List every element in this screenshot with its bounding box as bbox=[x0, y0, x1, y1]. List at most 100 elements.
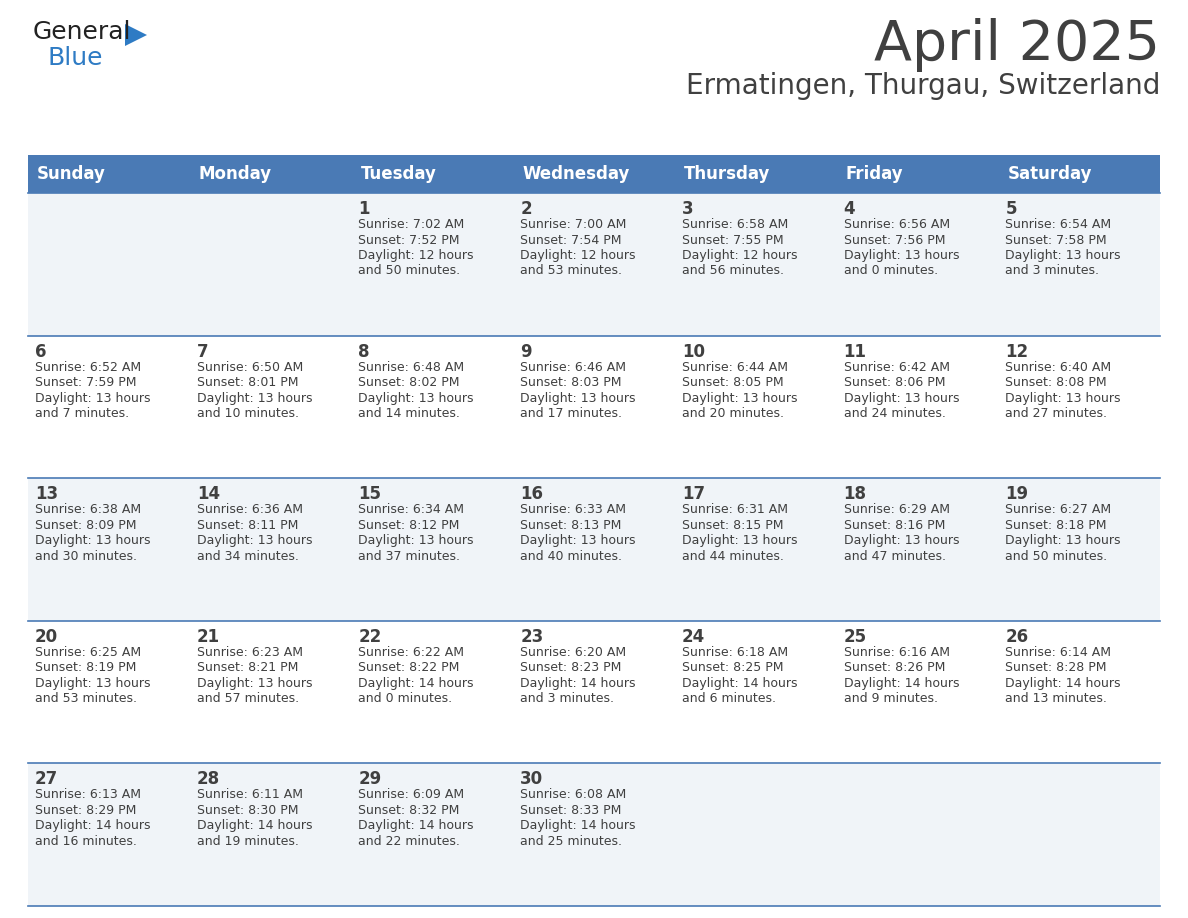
Text: and 56 minutes.: and 56 minutes. bbox=[682, 264, 784, 277]
Bar bbox=[29, 336, 1159, 478]
Text: Daylight: 14 hours: Daylight: 14 hours bbox=[682, 677, 797, 689]
Text: Sunrise: 6:56 AM: Sunrise: 6:56 AM bbox=[843, 218, 949, 231]
Text: Daylight: 13 hours: Daylight: 13 hours bbox=[197, 677, 312, 689]
Bar bbox=[29, 621, 1159, 764]
Text: Sunset: 8:32 PM: Sunset: 8:32 PM bbox=[359, 804, 460, 817]
Text: and 50 minutes.: and 50 minutes. bbox=[359, 264, 461, 277]
Text: and 3 minutes.: and 3 minutes. bbox=[520, 692, 614, 705]
Text: Sunrise: 6:08 AM: Sunrise: 6:08 AM bbox=[520, 789, 626, 801]
Text: Friday: Friday bbox=[846, 165, 903, 183]
Text: and 50 minutes.: and 50 minutes. bbox=[1005, 550, 1107, 563]
Text: Daylight: 13 hours: Daylight: 13 hours bbox=[1005, 249, 1120, 262]
Text: Sunrise: 6:27 AM: Sunrise: 6:27 AM bbox=[1005, 503, 1112, 516]
Text: 21: 21 bbox=[197, 628, 220, 645]
Text: Sunset: 8:21 PM: Sunset: 8:21 PM bbox=[197, 661, 298, 675]
Text: and 13 minutes.: and 13 minutes. bbox=[1005, 692, 1107, 705]
Text: Sunset: 8:08 PM: Sunset: 8:08 PM bbox=[1005, 376, 1107, 389]
Text: Sunset: 8:13 PM: Sunset: 8:13 PM bbox=[520, 519, 621, 532]
Text: Sunrise: 6:11 AM: Sunrise: 6:11 AM bbox=[197, 789, 303, 801]
Text: Daylight: 13 hours: Daylight: 13 hours bbox=[520, 392, 636, 405]
Text: and 24 minutes.: and 24 minutes. bbox=[843, 407, 946, 420]
Text: Sunset: 8:25 PM: Sunset: 8:25 PM bbox=[682, 661, 783, 675]
Text: Daylight: 14 hours: Daylight: 14 hours bbox=[359, 820, 474, 833]
Text: Daylight: 13 hours: Daylight: 13 hours bbox=[843, 534, 959, 547]
Text: 1: 1 bbox=[359, 200, 369, 218]
Text: and 7 minutes.: and 7 minutes. bbox=[34, 407, 129, 420]
Text: 8: 8 bbox=[359, 342, 369, 361]
Text: 24: 24 bbox=[682, 628, 706, 645]
Text: Daylight: 13 hours: Daylight: 13 hours bbox=[34, 392, 151, 405]
Text: Sunset: 7:56 PM: Sunset: 7:56 PM bbox=[843, 233, 946, 247]
Text: Sunrise: 6:20 AM: Sunrise: 6:20 AM bbox=[520, 645, 626, 659]
Text: Sunrise: 6:14 AM: Sunrise: 6:14 AM bbox=[1005, 645, 1111, 659]
Bar bbox=[29, 155, 190, 193]
Text: Sunset: 8:26 PM: Sunset: 8:26 PM bbox=[843, 661, 944, 675]
Text: 18: 18 bbox=[843, 486, 866, 503]
Text: Daylight: 13 hours: Daylight: 13 hours bbox=[682, 392, 797, 405]
Text: 28: 28 bbox=[197, 770, 220, 789]
Text: 29: 29 bbox=[359, 770, 381, 789]
Text: 23: 23 bbox=[520, 628, 543, 645]
Text: Sunset: 8:12 PM: Sunset: 8:12 PM bbox=[359, 519, 460, 532]
Text: Daylight: 13 hours: Daylight: 13 hours bbox=[682, 534, 797, 547]
Text: Wednesday: Wednesday bbox=[523, 165, 630, 183]
Text: Daylight: 13 hours: Daylight: 13 hours bbox=[197, 392, 312, 405]
Text: Daylight: 12 hours: Daylight: 12 hours bbox=[682, 249, 797, 262]
Text: 12: 12 bbox=[1005, 342, 1029, 361]
Text: 22: 22 bbox=[359, 628, 381, 645]
Text: Daylight: 13 hours: Daylight: 13 hours bbox=[1005, 392, 1120, 405]
Text: Daylight: 13 hours: Daylight: 13 hours bbox=[359, 534, 474, 547]
Text: Sunrise: 6:33 AM: Sunrise: 6:33 AM bbox=[520, 503, 626, 516]
Bar bbox=[513, 155, 675, 193]
Text: Daylight: 14 hours: Daylight: 14 hours bbox=[197, 820, 312, 833]
Bar bbox=[29, 193, 1159, 336]
Text: Sunset: 8:18 PM: Sunset: 8:18 PM bbox=[1005, 519, 1107, 532]
Text: Sunrise: 6:38 AM: Sunrise: 6:38 AM bbox=[34, 503, 141, 516]
Text: and 37 minutes.: and 37 minutes. bbox=[359, 550, 461, 563]
Text: Sunset: 7:54 PM: Sunset: 7:54 PM bbox=[520, 233, 621, 247]
Text: and 14 minutes.: and 14 minutes. bbox=[359, 407, 460, 420]
Text: Sunset: 8:16 PM: Sunset: 8:16 PM bbox=[843, 519, 944, 532]
Text: Daylight: 13 hours: Daylight: 13 hours bbox=[197, 534, 312, 547]
Bar bbox=[998, 155, 1159, 193]
Bar bbox=[675, 155, 836, 193]
Text: Sunrise: 6:36 AM: Sunrise: 6:36 AM bbox=[197, 503, 303, 516]
Text: and 53 minutes.: and 53 minutes. bbox=[520, 264, 623, 277]
Text: Sunset: 8:29 PM: Sunset: 8:29 PM bbox=[34, 804, 137, 817]
Text: Sunset: 8:33 PM: Sunset: 8:33 PM bbox=[520, 804, 621, 817]
Text: 27: 27 bbox=[34, 770, 58, 789]
Text: Sunrise: 6:42 AM: Sunrise: 6:42 AM bbox=[843, 361, 949, 374]
Text: and 53 minutes.: and 53 minutes. bbox=[34, 692, 137, 705]
Text: Sunset: 8:11 PM: Sunset: 8:11 PM bbox=[197, 519, 298, 532]
Text: Sunset: 7:58 PM: Sunset: 7:58 PM bbox=[1005, 233, 1107, 247]
Text: Sunset: 8:01 PM: Sunset: 8:01 PM bbox=[197, 376, 298, 389]
Text: 25: 25 bbox=[843, 628, 867, 645]
Text: Daylight: 12 hours: Daylight: 12 hours bbox=[359, 249, 474, 262]
Text: Daylight: 14 hours: Daylight: 14 hours bbox=[34, 820, 151, 833]
Text: Daylight: 13 hours: Daylight: 13 hours bbox=[34, 534, 151, 547]
Text: 10: 10 bbox=[682, 342, 704, 361]
Text: Daylight: 14 hours: Daylight: 14 hours bbox=[520, 677, 636, 689]
Text: and 19 minutes.: and 19 minutes. bbox=[197, 834, 298, 848]
Text: Blue: Blue bbox=[48, 46, 102, 70]
Text: 9: 9 bbox=[520, 342, 532, 361]
Text: Tuesday: Tuesday bbox=[360, 165, 436, 183]
Bar bbox=[29, 478, 1159, 621]
Text: 3: 3 bbox=[682, 200, 694, 218]
Text: Daylight: 13 hours: Daylight: 13 hours bbox=[843, 392, 959, 405]
Text: and 22 minutes.: and 22 minutes. bbox=[359, 834, 460, 848]
Text: 26: 26 bbox=[1005, 628, 1029, 645]
Text: and 9 minutes.: and 9 minutes. bbox=[843, 692, 937, 705]
Text: Sunset: 8:05 PM: Sunset: 8:05 PM bbox=[682, 376, 783, 389]
Text: Sunrise: 6:25 AM: Sunrise: 6:25 AM bbox=[34, 645, 141, 659]
Text: Daylight: 13 hours: Daylight: 13 hours bbox=[359, 392, 474, 405]
Text: Daylight: 12 hours: Daylight: 12 hours bbox=[520, 249, 636, 262]
Text: Sunset: 8:09 PM: Sunset: 8:09 PM bbox=[34, 519, 137, 532]
Text: Sunset: 8:22 PM: Sunset: 8:22 PM bbox=[359, 661, 460, 675]
Text: 4: 4 bbox=[843, 200, 855, 218]
Text: Sunrise: 6:23 AM: Sunrise: 6:23 AM bbox=[197, 645, 303, 659]
Text: Sunset: 7:55 PM: Sunset: 7:55 PM bbox=[682, 233, 783, 247]
Text: Sunrise: 6:22 AM: Sunrise: 6:22 AM bbox=[359, 645, 465, 659]
Bar bbox=[836, 155, 998, 193]
Text: Sunrise: 6:29 AM: Sunrise: 6:29 AM bbox=[843, 503, 949, 516]
